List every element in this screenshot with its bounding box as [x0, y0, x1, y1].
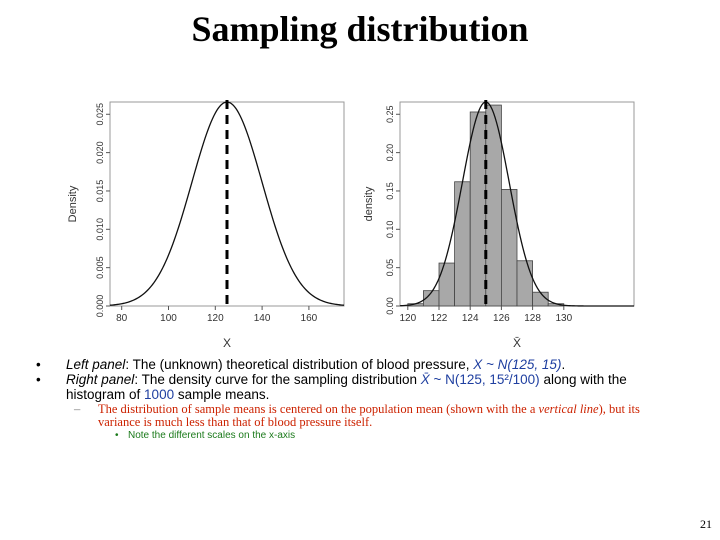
- y-tick-label-2: 0.010: [95, 218, 105, 241]
- y-tick-label-3: 0.015: [95, 180, 105, 203]
- bullet-left-text: : The (unknown) theoretical distribution…: [125, 357, 474, 372]
- bullet-right-after-1: along with the histogram of: [66, 372, 627, 402]
- sub-bullet: – The distribution of sample means is ce…: [36, 403, 676, 429]
- x-tick-label-2: 124: [462, 313, 479, 324]
- histogram-bar-6: [500, 189, 518, 307]
- histogram-bar-4: [469, 111, 487, 307]
- left-density-chart: 80 100 120 140 160 0.000 0.005 0.010 0.015 0.020 0…: [67, 100, 345, 350]
- y-tick-label-1: 0.05: [385, 259, 395, 277]
- bullet-right-formula-var: X̄: [420, 372, 430, 387]
- bullet-dot-icon: •: [115, 430, 119, 441]
- dash-icon: –: [74, 402, 81, 416]
- x-tick-label-1: 122: [431, 313, 448, 324]
- sub-sub-bullet: • Note the different scales on the x-axi…: [36, 430, 676, 442]
- x-tick-label-2: 120: [207, 313, 224, 324]
- histogram-bar-2: [438, 262, 455, 307]
- y-tick-label-2: 0.10: [385, 221, 395, 239]
- slide-title: Sampling distribution: [191, 9, 529, 49]
- bullet-right-after-2: sample means.: [174, 387, 270, 402]
- bullet-left-italic: Left panel: [66, 357, 126, 372]
- y-tick-label-1: 0.005: [95, 256, 105, 279]
- density-curve: [399, 101, 634, 307]
- y-axis-label: density: [363, 186, 375, 221]
- x-axis-label: X̄: [513, 336, 521, 350]
- y-tick-label-0: 0.000: [95, 295, 105, 318]
- bullet-dot-icon: •: [36, 372, 41, 387]
- bullet-right-count: 1000: [144, 387, 175, 402]
- sub-sub-bullet-text: Note the different scales on the x-axis: [128, 430, 296, 441]
- bullet-left-formula: X ~ N(125, 15): [473, 357, 562, 372]
- bullet-right-italic: Right panel: [66, 372, 135, 387]
- bullet-right-text: : The density curve for the sampling dis…: [134, 372, 421, 387]
- y-tick-label-3: 0.15: [385, 182, 395, 200]
- sub-bullet-italic: vertical line: [538, 402, 599, 416]
- x-axis-label: X: [223, 336, 231, 350]
- y-tick-label-5: 0.025: [95, 103, 105, 126]
- y-tick-label-4: 0.20: [385, 144, 395, 162]
- bullet-list: • Left panel: The (unknown) theoretical …: [36, 357, 676, 442]
- sub-bullet-text-1: The distribution of sample means is cent…: [98, 402, 539, 416]
- x-tick-label-5: 130: [555, 313, 572, 324]
- sub-bullet-text-2: ), but its variance is much less than th…: [98, 402, 640, 429]
- y-tick-label-0: 0.00: [385, 297, 395, 315]
- bullet-dot-icon: •: [36, 357, 41, 372]
- x-tick-label-4: 128: [524, 313, 541, 324]
- x-tick-label-0: 80: [116, 313, 128, 324]
- y-tick-label-5: 0.25: [385, 106, 395, 124]
- y-axis-label: Density: [67, 185, 79, 222]
- right-histogram-chart: 120 122 124 126 128 130 0.00 0.05 0.10 0.15 0.20 0.…: [363, 100, 635, 350]
- x-tick-label-4: 160: [301, 313, 318, 324]
- y-tick-label-4: 0.020: [95, 141, 105, 164]
- page-number: 21: [700, 517, 712, 531]
- bullet-right-panel: • Right panel: The density curve for the…: [36, 372, 676, 402]
- x-tick-label-0: 120: [399, 313, 416, 324]
- bullet-left-after: .: [561, 357, 566, 372]
- histogram-bar-3: [454, 181, 471, 307]
- x-tick-label-3: 140: [254, 313, 271, 324]
- x-tick-label-1: 100: [160, 313, 177, 324]
- x-tick-label-3: 126: [493, 313, 510, 324]
- bullet-right-formula: ~ N(125, 15²/100): [429, 372, 540, 387]
- bullet-left-panel: • Left panel: The (unknown) theoretical …: [36, 357, 676, 372]
- histogram-bar-5: [485, 104, 502, 307]
- histogram-bar-7: [516, 260, 533, 307]
